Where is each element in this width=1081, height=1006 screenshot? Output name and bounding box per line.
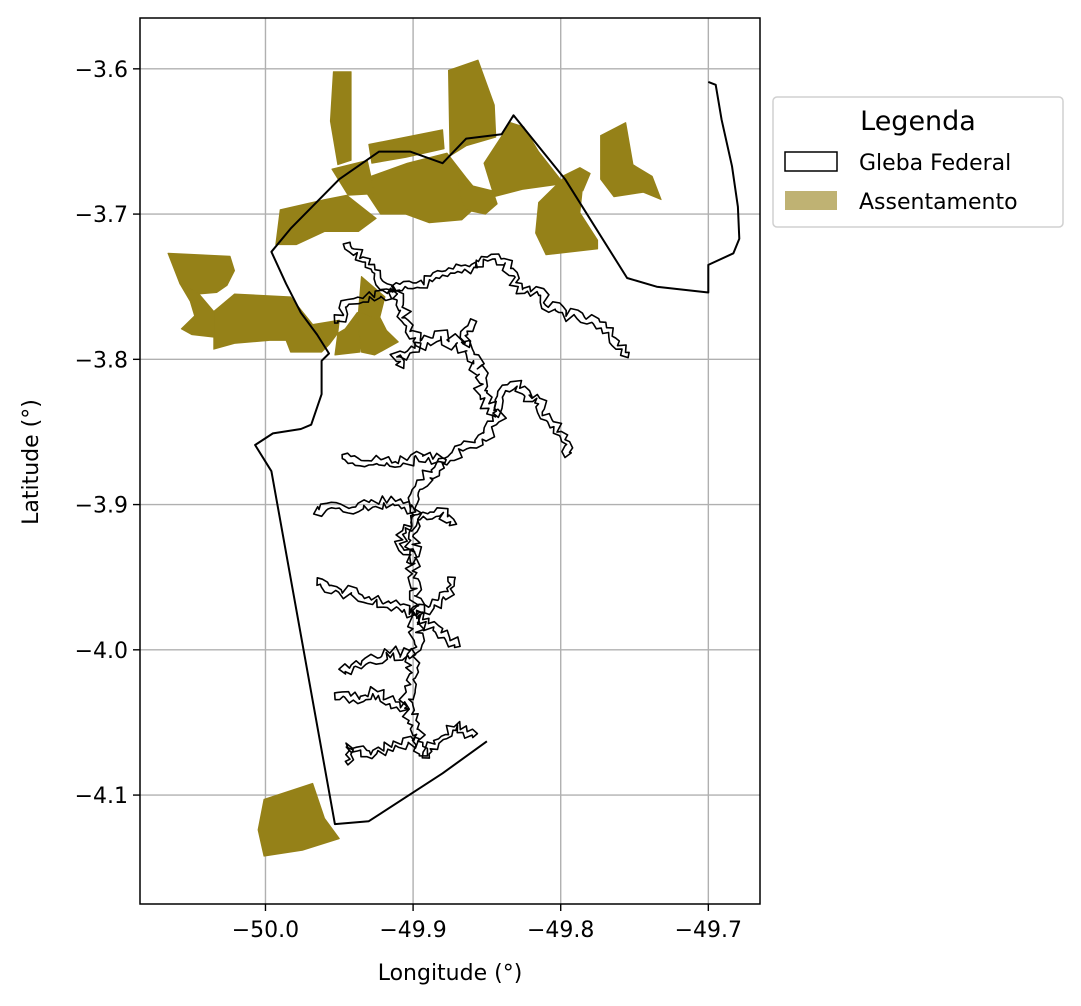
- assentamento-polygon: [329, 71, 352, 166]
- x-tick-label: −50.0: [232, 918, 299, 943]
- y-tick-label: −4.1: [75, 784, 128, 809]
- gleba-federal-river-arm: [342, 241, 397, 293]
- legend-swatch-assentamento: [785, 191, 837, 210]
- x-axis-ticks: −50.0 −49.9 −49.8 −49.7: [232, 904, 742, 943]
- gleba-federal-river-arm: [474, 253, 630, 359]
- y-tick-label: −3.9: [75, 494, 128, 519]
- legend-frame: [772, 96, 1064, 228]
- assentamento-polygon: [535, 175, 599, 256]
- gridlines: [140, 18, 760, 904]
- legend-label-assentamento: Assentamento: [859, 190, 1018, 215]
- gleba-federal-river-arm: [316, 577, 417, 619]
- assentamento-polygon: [600, 122, 662, 201]
- gleba-federal-river-arm: [341, 450, 447, 468]
- y-tick-label: −3.8: [75, 348, 128, 373]
- gleba-federal-river-arm: [333, 685, 410, 713]
- y-axis-label: Latitude (°): [19, 399, 44, 525]
- x-tick-label: −49.9: [379, 918, 446, 943]
- gleba-federal-river-arm: [338, 645, 417, 676]
- gleba-federal-river-arm: [344, 735, 420, 766]
- gleba-federal-river-arm: [421, 720, 479, 759]
- legend-label-gleba-federal: Gleba Federal: [859, 151, 1011, 176]
- gleba-federal-river-arm: [415, 609, 461, 649]
- assentamento-polygon: [368, 129, 445, 164]
- assentamento-polygon: [331, 159, 376, 196]
- gleba-federal-layer: [254, 80, 741, 826]
- gleba-federal-river-arm: [492, 379, 574, 459]
- y-tick-label: −4.0: [75, 639, 128, 664]
- assentamento-polygon: [179, 283, 218, 338]
- assentamento-polygon: [275, 194, 377, 246]
- gleba-federal-outer-boundary: [254, 80, 741, 826]
- legend-swatch-gleba-federal: [784, 151, 838, 172]
- x-tick-label: −49.7: [675, 918, 742, 943]
- legend: Legenda Gleba Federal Assentamento: [772, 96, 1064, 228]
- gleba-federal-river-arm: [459, 318, 478, 349]
- assentamento-layer: [167, 59, 662, 857]
- plot-frame: [139, 17, 761, 905]
- y-axis-ticks: −3.6 −3.7 −3.8 −3.9 −4.0 −4.1: [75, 58, 140, 809]
- assentamento-polygon: [456, 181, 498, 215]
- gleba-federal-river-arm: [409, 576, 456, 617]
- gleba-federal-river-arm: [333, 287, 399, 324]
- x-axis-label: Longitude (°): [378, 961, 523, 986]
- assentamento-polygon: [257, 782, 340, 857]
- legend-title: Legenda: [860, 106, 976, 137]
- gleba-federal-river-arm: [389, 341, 422, 370]
- x-tick-label: −49.8: [527, 918, 594, 943]
- gleba-federal-river-arm: [312, 495, 417, 518]
- y-tick-label: −3.7: [75, 203, 128, 228]
- y-tick-label: −3.6: [75, 58, 128, 83]
- map-layers: [167, 59, 741, 857]
- gleba-federal-river-arm: [387, 289, 507, 757]
- gleba-federal-river-arm: [393, 507, 458, 566]
